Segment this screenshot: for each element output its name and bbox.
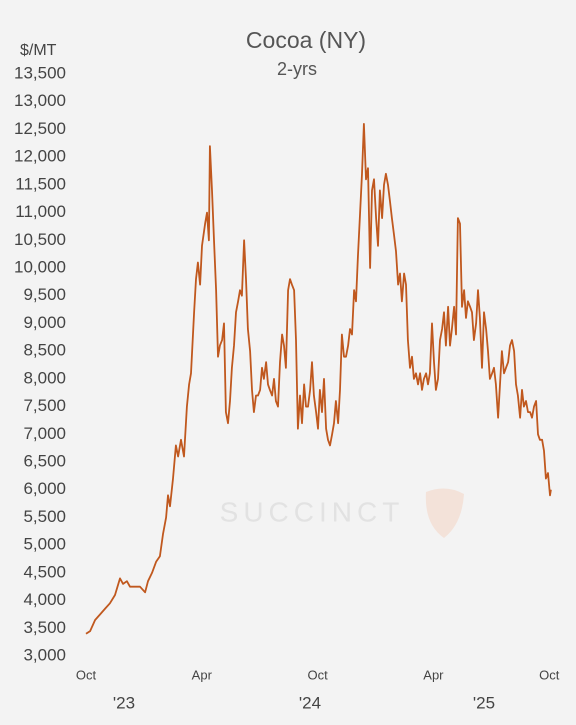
watermark: SUCCINCT bbox=[220, 496, 405, 527]
y-tick-label: 13,000 bbox=[14, 91, 66, 110]
x-tick-label: Oct bbox=[307, 667, 328, 682]
price-line bbox=[85, 123, 552, 635]
y-tick-label: 9,500 bbox=[23, 285, 66, 304]
x-year-label: '25 bbox=[473, 693, 495, 712]
y-tick-label: 10,500 bbox=[14, 230, 66, 249]
y-tick-label: 11,000 bbox=[15, 202, 66, 221]
x-tick-label: Apr bbox=[423, 667, 444, 682]
y-tick-label: 12,000 bbox=[14, 147, 66, 166]
y-tick-label: 5,500 bbox=[23, 507, 66, 526]
y-tick-label: 13,500 bbox=[14, 63, 66, 82]
x-tick-label: Apr bbox=[192, 667, 213, 682]
watermark-logo bbox=[425, 488, 464, 538]
y-tick-label: 5,000 bbox=[23, 535, 66, 554]
y-tick-label: 8,500 bbox=[23, 341, 66, 360]
chart-subtitle: 2-yrs bbox=[277, 59, 317, 79]
y-tick-label: 7,500 bbox=[23, 396, 66, 415]
y-tick-label: 10,000 bbox=[14, 257, 66, 276]
y-tick-label: 11,500 bbox=[15, 174, 66, 193]
y-tick-label: 6,500 bbox=[23, 451, 66, 470]
x-tick-label: Oct bbox=[539, 667, 560, 682]
y-tick-label: 3,500 bbox=[23, 618, 66, 637]
x-year-label: '23 bbox=[113, 693, 135, 712]
y-tick-label: 4,500 bbox=[23, 562, 66, 581]
y-tick-label: 6,000 bbox=[23, 479, 66, 498]
x-tick-label: Oct bbox=[76, 667, 97, 682]
y-tick-label: 3,000 bbox=[23, 645, 66, 664]
y-tick-label: 8,000 bbox=[23, 368, 66, 387]
chart-title: Cocoa (NY) bbox=[246, 27, 366, 53]
y-tick-label: 9,000 bbox=[23, 313, 66, 332]
y-tick-label: 7,000 bbox=[23, 424, 66, 443]
y-tick-label: 4,000 bbox=[23, 590, 66, 609]
y-axis-label: $/MT bbox=[20, 42, 57, 59]
y-tick-label: 12,500 bbox=[14, 119, 66, 138]
x-year-label: '24 bbox=[299, 693, 321, 712]
